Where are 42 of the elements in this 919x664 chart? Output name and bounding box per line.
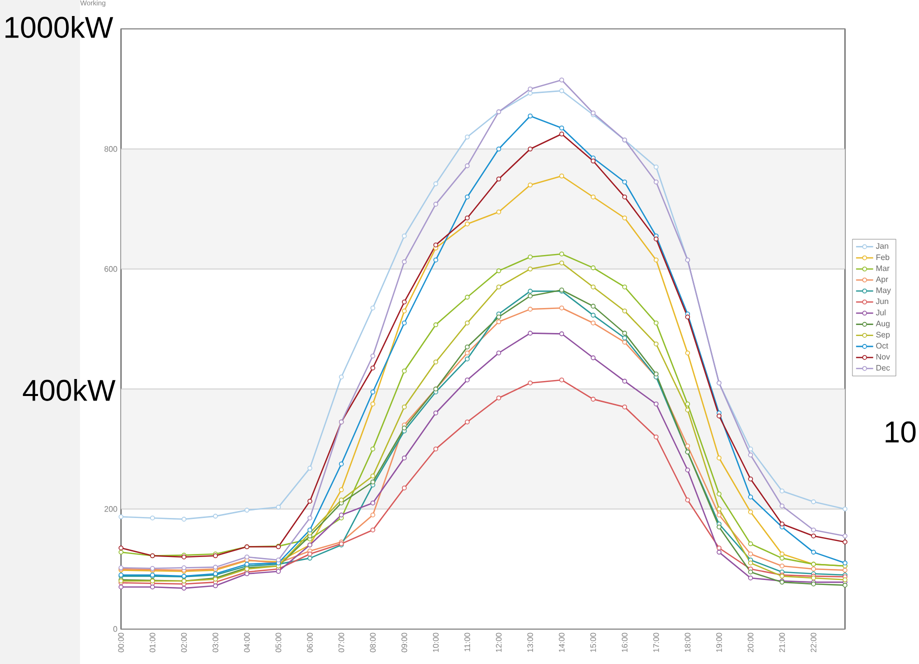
text: 400kW	[22, 378, 116, 402]
y-tick-label: 600	[104, 266, 118, 272]
text: 1000kW	[6, 16, 114, 38]
x-tick-label: 05:00	[276, 632, 282, 652]
x-tick-label: 13:00	[527, 632, 534, 652]
x-tick-label: 22:00	[810, 632, 816, 652]
y-tick-label: 800	[104, 146, 118, 152]
x-tick-label: 14:00	[558, 632, 565, 652]
legend-label: Aug	[876, 320, 890, 328]
x-tick-label: 03:00	[212, 632, 218, 652]
x-tick-label: 17:00	[653, 632, 659, 652]
x-tick-label: 11:00	[464, 632, 470, 652]
legend-label: Dec	[876, 364, 890, 371]
x-tick-label: 04:00	[244, 632, 250, 652]
x-tick-label: 06:00	[307, 632, 313, 652]
x-tick-label: 09:00	[401, 632, 408, 652]
x-tick-label: 21:00	[779, 632, 785, 652]
y-tick-label: 200	[104, 506, 118, 512]
text: 10	[886, 421, 916, 443]
legend-label: Jun	[876, 298, 888, 304]
x-tick-label: 18:00	[684, 632, 690, 652]
legend-label: Sep	[876, 332, 890, 340]
x-tick-label: 08:00	[370, 632, 376, 652]
legend-label: Feb	[876, 254, 890, 260]
x-tick-label: 16:00	[622, 632, 628, 652]
legend-label: May	[876, 288, 891, 295]
x-tick-label: 15:00	[590, 632, 596, 652]
x-tick-label: 10:00	[432, 632, 439, 652]
legend-label: Oct	[876, 342, 888, 349]
legend-label: Apr	[876, 276, 888, 284]
x-tick-label: 02:00	[181, 632, 187, 652]
x-tick-label: 00:00	[118, 632, 124, 652]
legend-label: Jan	[876, 243, 888, 249]
x-tick-label: 12:00	[496, 632, 502, 652]
x-tick-label: 07:00	[338, 632, 344, 652]
x-tick-label: 20:00	[748, 632, 754, 652]
x-tick-label: 19:00	[716, 632, 722, 652]
legend-label: Jul	[876, 310, 886, 316]
x-tick-label: 01:00	[150, 632, 156, 652]
legend-label: Nov	[876, 354, 890, 360]
y-tick-label: 0	[113, 626, 118, 632]
legend-label: Mar	[876, 265, 890, 272]
